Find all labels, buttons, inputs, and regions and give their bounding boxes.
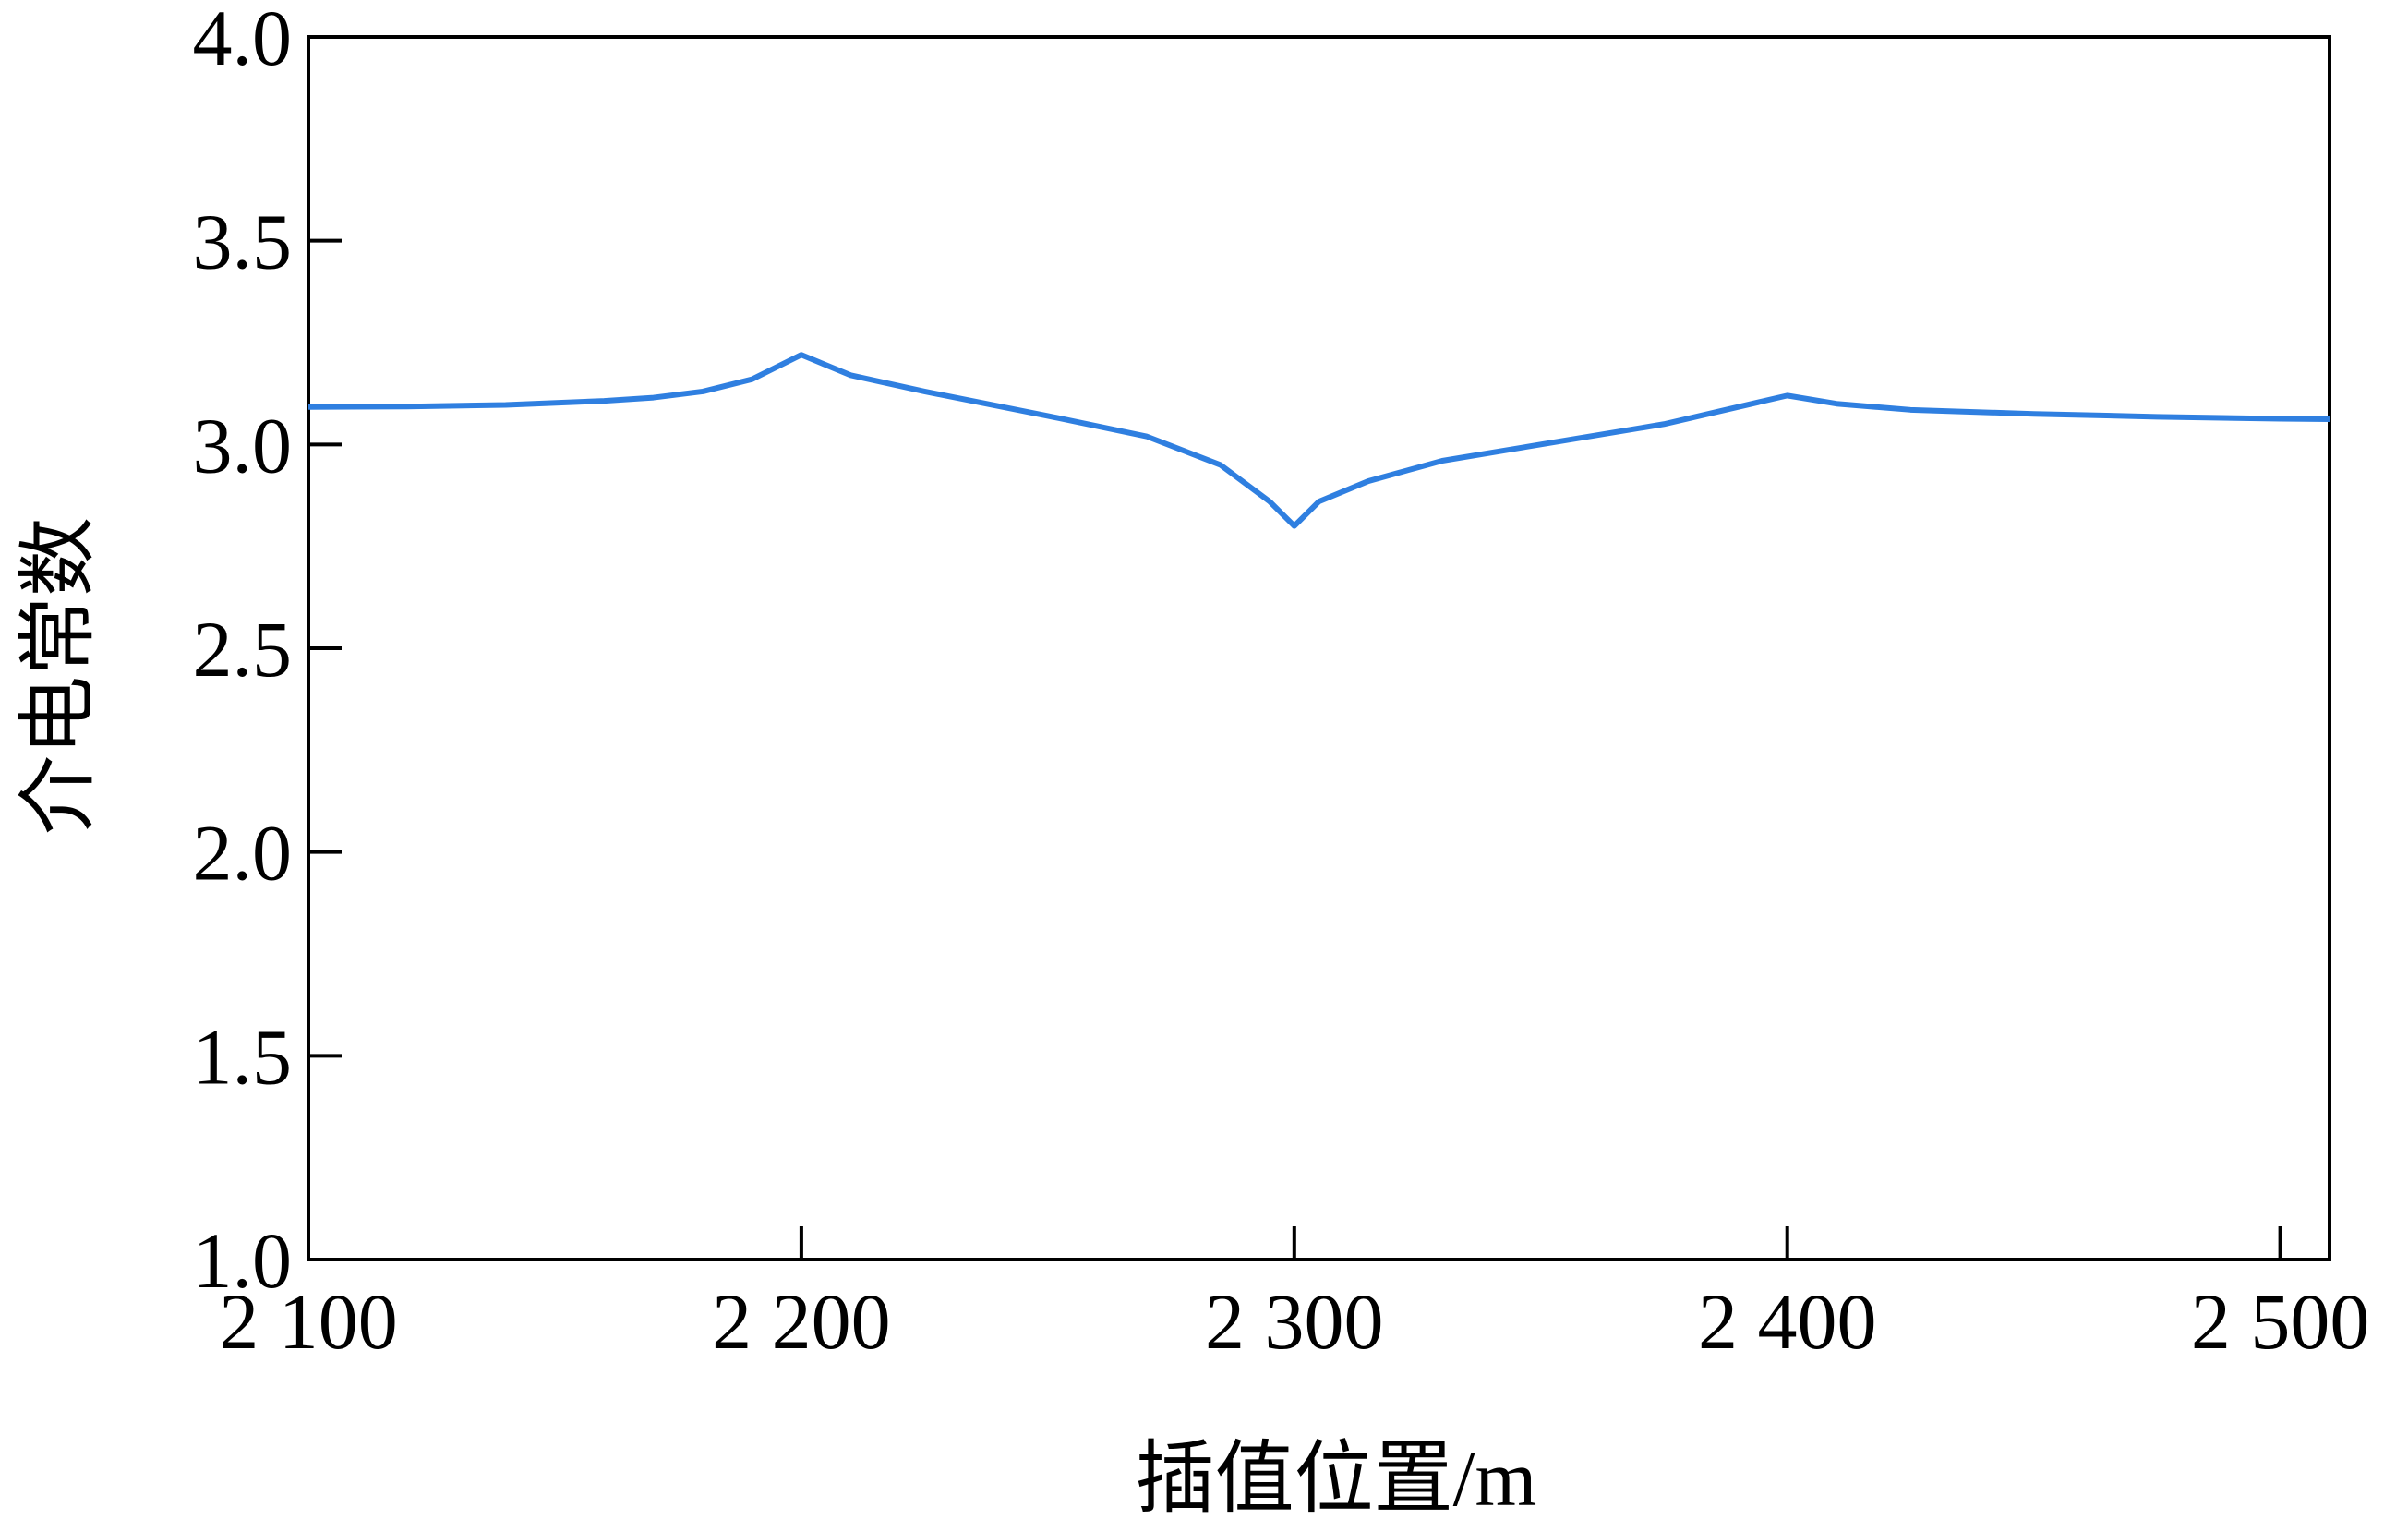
x-axis-label: 插值位置/m xyxy=(1136,1434,1537,1523)
y-tick-label: 1.5 xyxy=(193,1012,293,1101)
y-tick-label: 2.0 xyxy=(193,809,293,898)
y-tick-label: 4.0 xyxy=(193,0,293,82)
y-axis-label: 介电常数 xyxy=(14,517,102,835)
y-tick-label: 1.0 xyxy=(193,1216,293,1305)
y-tick-label: 2.5 xyxy=(193,605,293,693)
plot-frame xyxy=(307,35,2331,1261)
x-tick-label: 2 400 xyxy=(1698,1277,1877,1366)
x-tick-label: 2 300 xyxy=(1205,1277,1384,1366)
x-tick-label: 2 200 xyxy=(712,1277,891,1366)
x-tick-label: 2 100 xyxy=(219,1277,398,1366)
y-tick-label: 3.5 xyxy=(193,198,293,286)
x-tick-label: 2 500 xyxy=(2191,1277,2370,1366)
data-line xyxy=(307,352,2330,529)
y-tick-label: 3.0 xyxy=(193,401,293,489)
